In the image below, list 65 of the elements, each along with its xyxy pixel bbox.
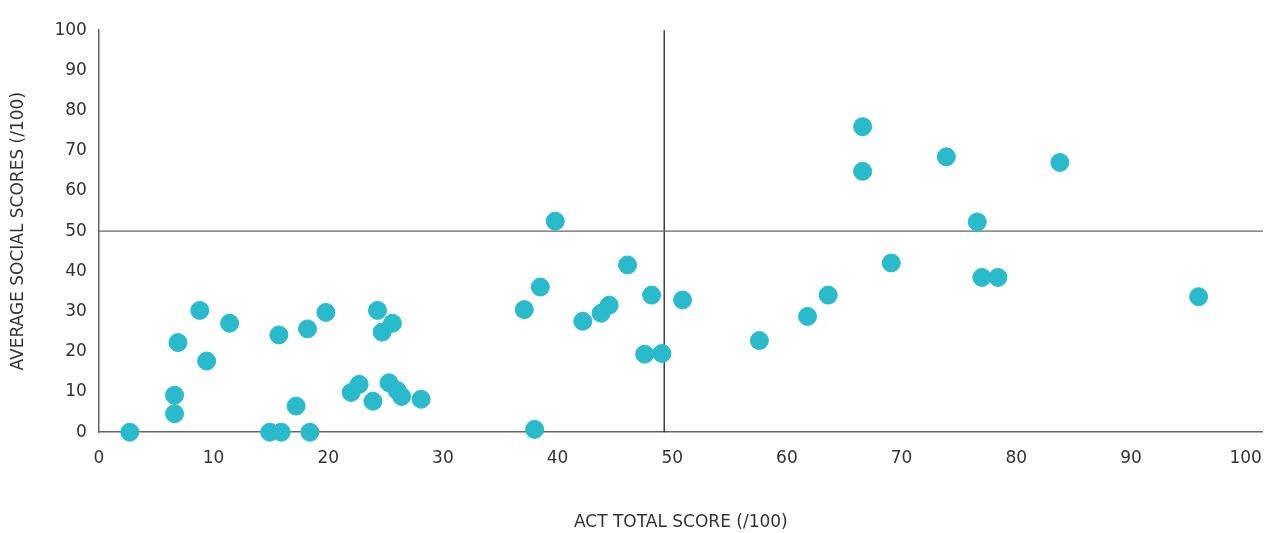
- point: [120, 422, 140, 442]
- point: [818, 285, 838, 305]
- point: [269, 325, 289, 345]
- point: [988, 267, 1008, 287]
- y-tick-label: 80: [65, 99, 87, 120]
- y-axis-title: AVERAGE SOCIAL SCORES (/100): [6, 91, 27, 371]
- point: [673, 290, 693, 310]
- point: [1050, 152, 1070, 172]
- point: [853, 161, 873, 181]
- point: [853, 117, 873, 137]
- point: [798, 306, 818, 326]
- point: [881, 253, 901, 273]
- point: [635, 344, 655, 364]
- point: [298, 319, 318, 339]
- x-tick-label: 60: [776, 446, 798, 467]
- x-tick-label: 80: [1005, 446, 1028, 467]
- point: [300, 422, 320, 442]
- y-tick-label: 50: [65, 219, 87, 240]
- point: [936, 147, 956, 167]
- point: [368, 300, 388, 320]
- x-tick-label: 20: [317, 446, 340, 467]
- x-tick-label: 0: [93, 446, 105, 467]
- point: [573, 311, 593, 331]
- point: [382, 313, 402, 333]
- point: [1189, 287, 1209, 307]
- x-tick-label: 90: [1120, 446, 1142, 467]
- point: [168, 333, 188, 353]
- point: [392, 386, 412, 406]
- point: [618, 255, 638, 275]
- point: [165, 385, 185, 405]
- y-tick-label: 40: [65, 259, 87, 280]
- y-tick-label: 60: [65, 179, 87, 200]
- x-tick-label: 10: [202, 446, 225, 467]
- x-tick-label: 50: [661, 446, 684, 467]
- y-tick-label: 90: [65, 58, 87, 79]
- y-tick-label: 0: [76, 420, 87, 441]
- point: [190, 300, 210, 320]
- point: [967, 212, 987, 232]
- y-tick-label: 70: [65, 139, 87, 160]
- y-tick-label: 30: [65, 300, 87, 321]
- x-tick-label: 70: [890, 446, 913, 467]
- point: [749, 331, 769, 351]
- point: [525, 419, 545, 439]
- point: [220, 313, 240, 333]
- y-tick-label: 100: [54, 18, 87, 39]
- point: [363, 391, 383, 411]
- point: [642, 285, 662, 305]
- point: [972, 267, 992, 287]
- x-tick-label: 30: [432, 446, 454, 467]
- point: [165, 404, 185, 424]
- point: [652, 343, 672, 363]
- point: [514, 300, 534, 320]
- point: [286, 396, 306, 416]
- x-tick-label: 40: [546, 446, 569, 467]
- point: [545, 211, 565, 231]
- x-axis-title: ACT TOTAL SCORE (/100): [573, 511, 788, 532]
- x-tick-label: 100: [1229, 446, 1262, 467]
- y-tick-label: 20: [65, 340, 87, 361]
- point: [411, 389, 431, 409]
- point: [197, 351, 217, 371]
- y-tick-label: 10: [65, 380, 87, 401]
- point: [349, 374, 369, 394]
- point: [599, 295, 619, 315]
- point: [530, 277, 550, 297]
- point: [316, 302, 336, 322]
